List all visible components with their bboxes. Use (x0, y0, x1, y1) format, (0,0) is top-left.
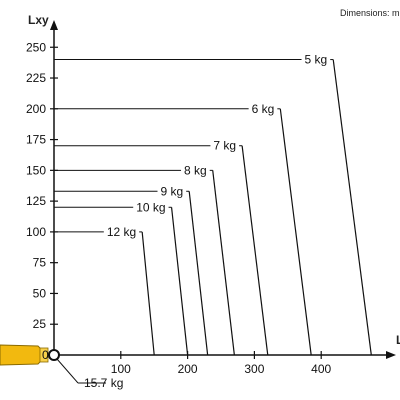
y-axis-arrow (50, 20, 58, 30)
y-tick-label: 250 (26, 40, 46, 54)
series-curve (279, 108, 312, 356)
series-label: 5 kg (305, 53, 328, 67)
x-tick-label: 200 (178, 362, 198, 376)
series-curve (212, 170, 235, 356)
series-label: 12 kg (107, 225, 136, 239)
dimensions-note: Dimensions: m (340, 8, 400, 18)
series-12-kg: 12 kg (54, 225, 155, 356)
series-curve (241, 145, 269, 356)
y-tick-label: 200 (26, 102, 46, 116)
series-curve (141, 231, 155, 356)
series-7-kg: 7 kg (54, 139, 269, 356)
x-tick-label: 400 (311, 362, 331, 376)
y-axis-title: Lxy (28, 13, 49, 27)
y-tick-label: 125 (26, 194, 46, 208)
x-axis-arrow (386, 351, 396, 359)
series-label: 7 kg (213, 139, 236, 153)
y-tick-label: 50 (33, 286, 47, 300)
series-curve (170, 207, 189, 356)
axes: Lxy L 25 50 75 100 125 150 175 200 225 250 100 200 300… (26, 13, 400, 376)
series-label: 10 kg (136, 200, 165, 214)
x-tick-label: 300 (244, 362, 264, 376)
x-axis-title: L (396, 333, 400, 347)
series-8-kg: 8 kg (54, 163, 235, 356)
series-5-kg: 5 kg (54, 53, 372, 356)
heavy-load-label: 15.7 kg (84, 376, 123, 390)
y-tick-label: 175 (26, 133, 46, 147)
series-9-kg: 9 kg (54, 184, 209, 356)
series-10-kg: 10 kg (54, 200, 189, 356)
x-tick-label: 100 (111, 362, 131, 376)
series-label: 9 kg (161, 184, 184, 198)
series-label: 6 kg (252, 102, 275, 116)
series-6-kg: 6 kg (54, 102, 312, 356)
boom-tip-icon (0, 344, 44, 366)
y-tick-label: 225 (26, 71, 46, 85)
y-tick-label: 25 (33, 317, 47, 331)
y-tick-label: 75 (33, 256, 47, 270)
series-curve (188, 191, 209, 356)
origin-label: 0 (42, 348, 49, 362)
series-label: 8 kg (184, 163, 207, 177)
origin-marker: 0 15.7 kg (0, 344, 123, 390)
origin-point (48, 349, 60, 361)
y-tick-label: 150 (26, 163, 46, 177)
series-curve (332, 59, 372, 356)
y-tick-label: 100 (26, 225, 46, 239)
heavy-load-leader (56, 358, 79, 384)
